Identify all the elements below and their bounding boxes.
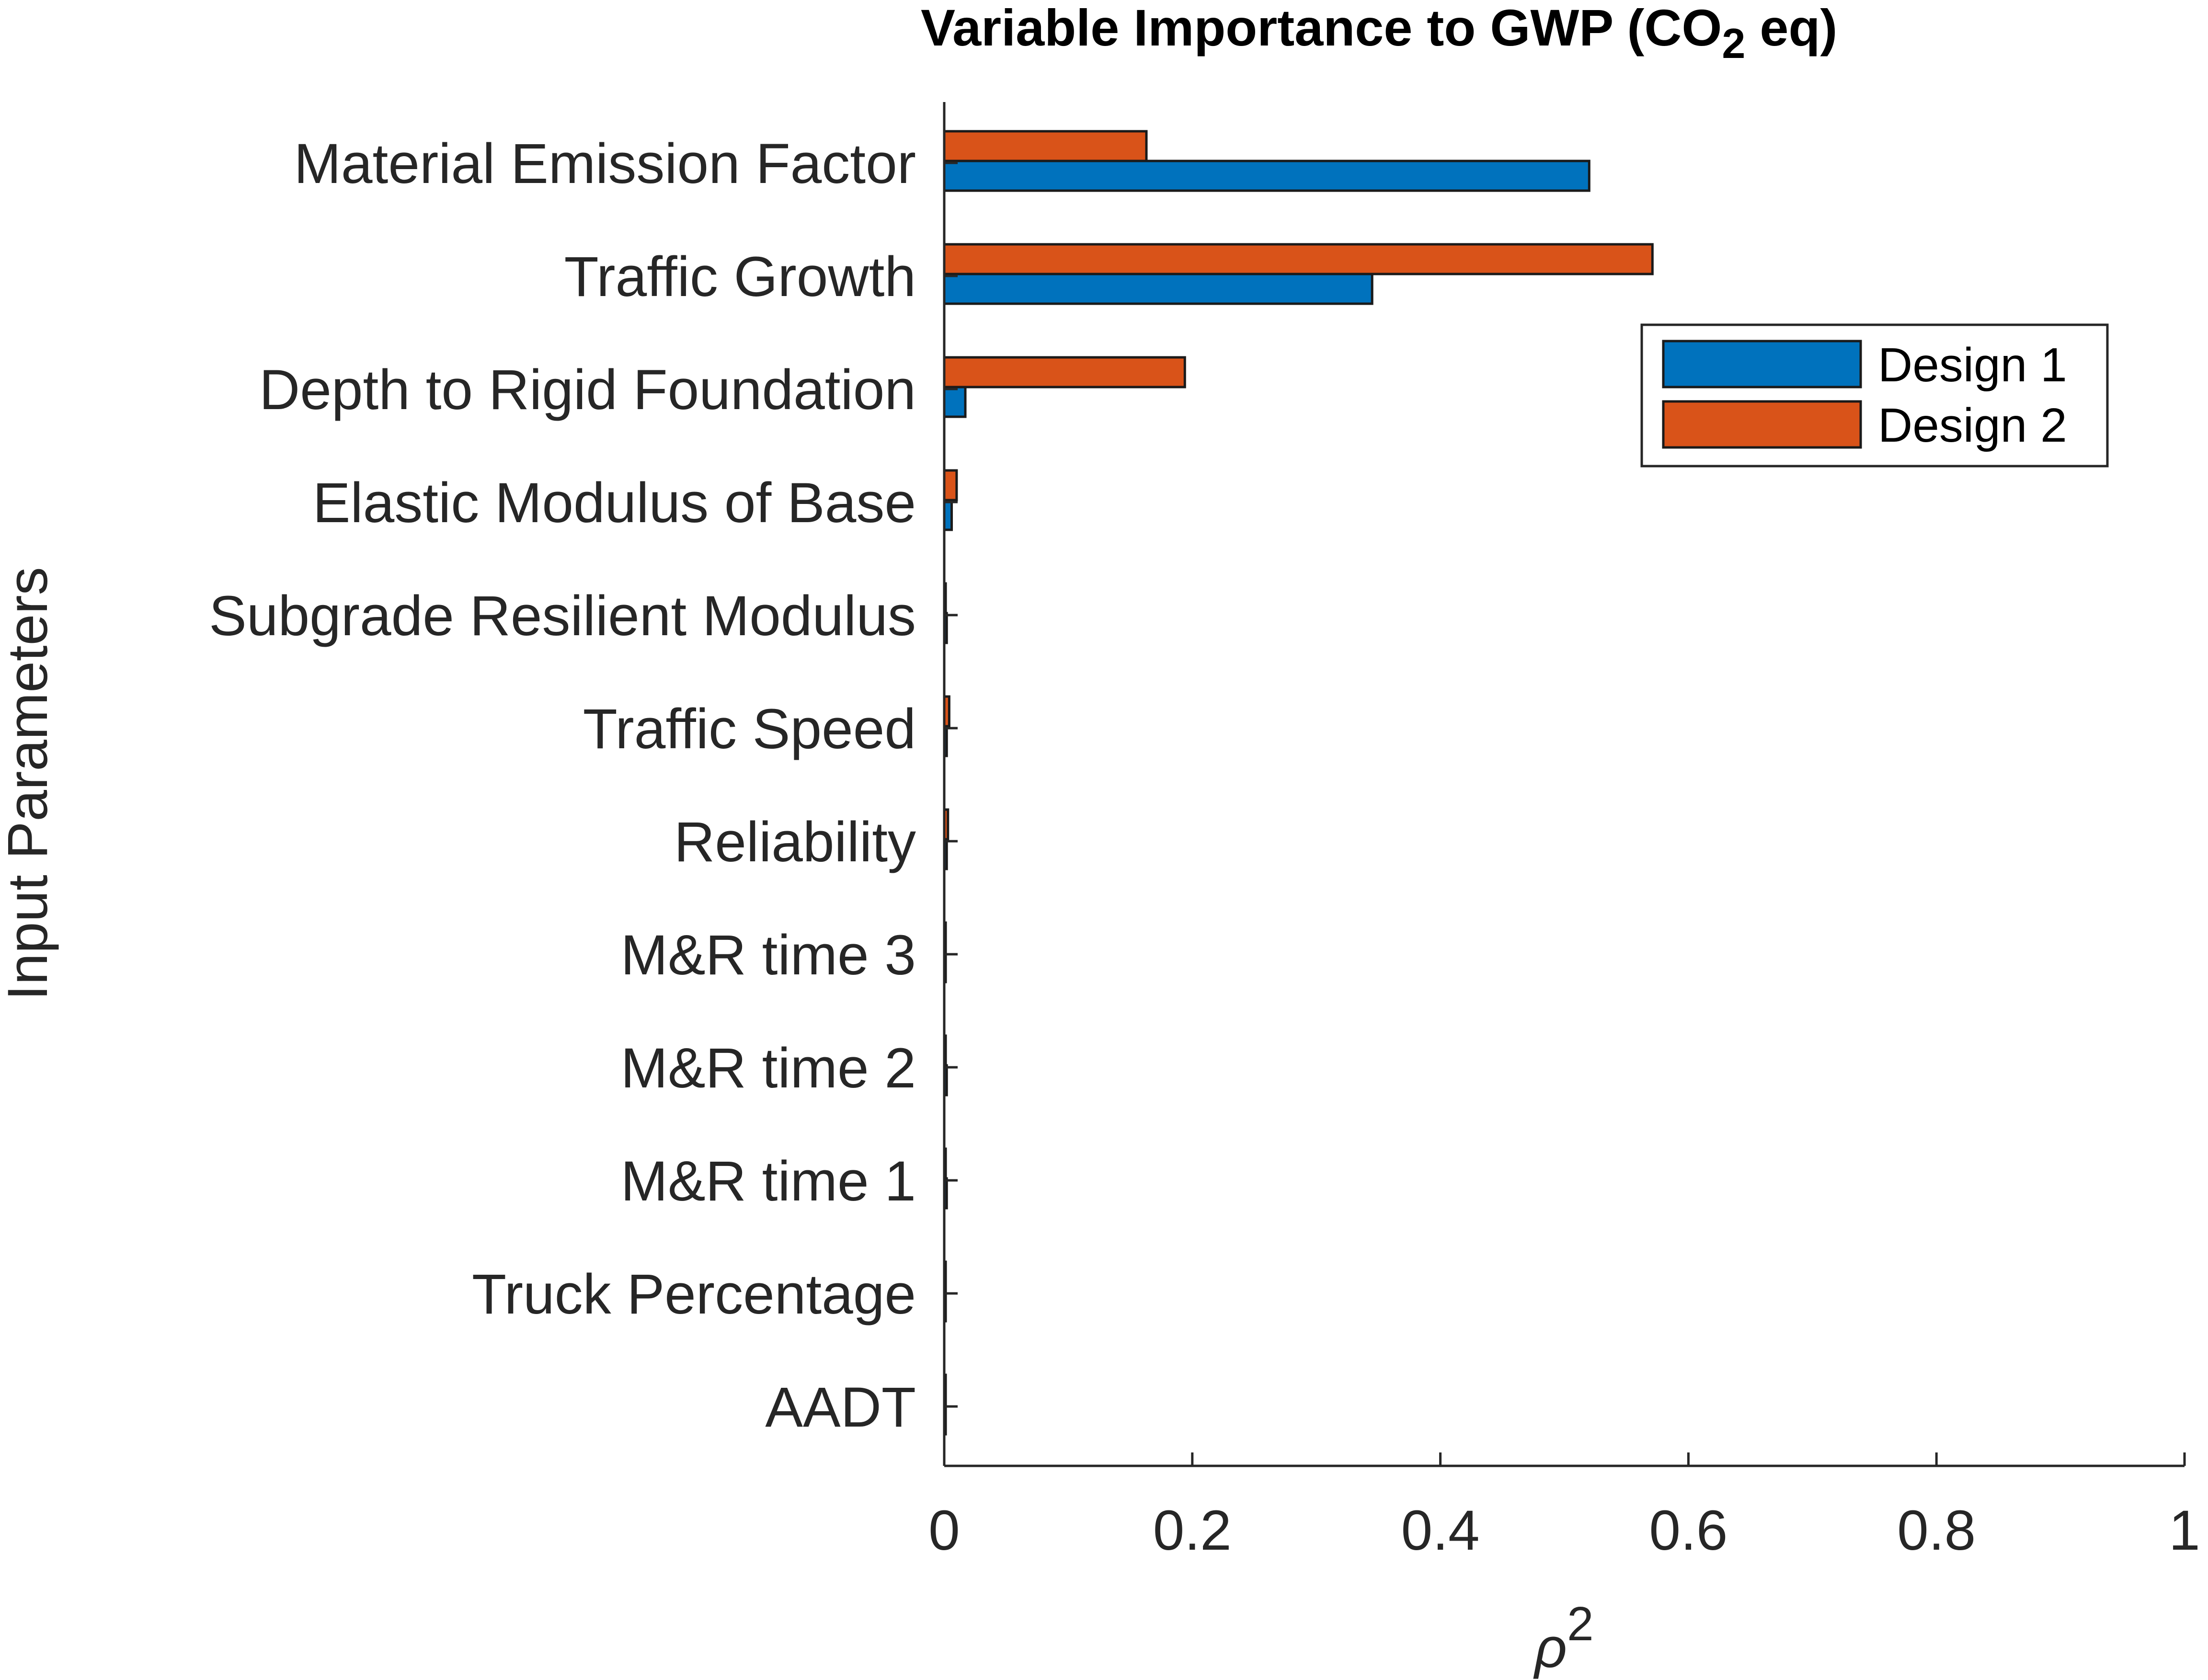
bar-design-1 bbox=[943, 386, 967, 418]
y-axis-label: Input Parameters bbox=[0, 567, 59, 1000]
x-axis-label-superscript: 2 bbox=[1567, 1597, 1594, 1651]
x-tick-label: 0 bbox=[928, 1499, 960, 1562]
y-tick-label: Elastic Modulus of Base bbox=[313, 471, 916, 535]
y-tick-label: M&R time 2 bbox=[621, 1037, 916, 1100]
y-tick-label: Reliability bbox=[674, 811, 916, 874]
legend: Design 1 Design 2 bbox=[1640, 323, 2109, 468]
x-ticks-group: 0 0.2 0.4 0.6 0.8 1 bbox=[928, 1452, 2200, 1562]
legend-swatch bbox=[1662, 340, 1862, 389]
chart-title: Variable Importance to GWP (CO2 eq) bbox=[921, 0, 1837, 67]
bar-design-1 bbox=[943, 160, 1590, 192]
x-tick-label: 1 bbox=[2169, 1499, 2200, 1562]
bar-design-2 bbox=[943, 130, 1148, 162]
x-axis-label: ρ2 bbox=[1533, 1597, 1593, 1680]
y-tick-label: Traffic Speed bbox=[583, 697, 916, 761]
y-tick-label: M&R time 3 bbox=[621, 924, 916, 987]
x-tick-label: 0.8 bbox=[1897, 1499, 1976, 1562]
x-tick-label: 0.4 bbox=[1401, 1499, 1480, 1562]
x-tick-label: 0.2 bbox=[1153, 1499, 1232, 1562]
x-axis-label-base: ρ bbox=[1533, 1616, 1567, 1680]
bar-design-1 bbox=[943, 273, 1373, 305]
chart-title-suffix: eq) bbox=[1745, 0, 1837, 57]
y-tick-label: Truck Percentage bbox=[472, 1263, 916, 1326]
legend-label: Design 2 bbox=[1878, 399, 2067, 452]
y-tick-label: Material Emission Factor bbox=[294, 132, 916, 195]
bar-design-2 bbox=[943, 243, 1654, 275]
bar-design-2 bbox=[943, 469, 958, 502]
y-tick-label: M&R time 1 bbox=[621, 1150, 916, 1213]
legend-label: Design 1 bbox=[1878, 338, 2067, 392]
bar-design-2 bbox=[943, 356, 1186, 389]
y-tick-label: Subgrade Resilient Modulus bbox=[209, 584, 916, 648]
x-tick-label: 0.6 bbox=[1649, 1499, 1728, 1562]
chart-title-subscript: 2 bbox=[1722, 20, 1745, 67]
chart-title-main: Variable Importance to GWP (CO bbox=[921, 0, 1722, 57]
legend-swatch bbox=[1662, 400, 1862, 449]
y-tick-label: Depth to Rigid Foundation bbox=[259, 358, 916, 422]
y-tick-label: Traffic Growth bbox=[564, 245, 916, 309]
y-ticks-group: Material Emission Factor Traffic Growth De… bbox=[209, 132, 958, 1439]
y-tick-label: AADT bbox=[765, 1376, 916, 1439]
bars-group bbox=[943, 130, 1654, 1436]
